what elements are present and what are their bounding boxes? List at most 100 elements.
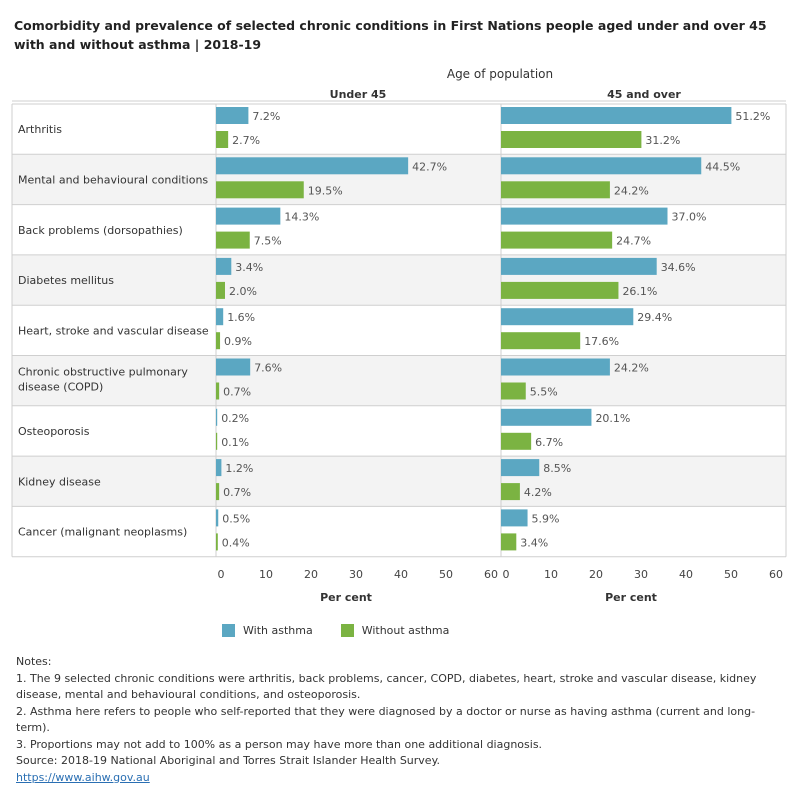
data-label: 51.2% bbox=[735, 110, 770, 123]
bar bbox=[501, 483, 520, 501]
row-background bbox=[12, 254, 786, 306]
data-label: 37.0% bbox=[672, 211, 707, 224]
data-label: 5.9% bbox=[532, 512, 560, 525]
data-label: 6.7% bbox=[535, 436, 563, 449]
bar bbox=[216, 107, 249, 124]
x-tick-label: 0 bbox=[503, 568, 510, 581]
category-label: Chronic obstructive pulmonary bbox=[18, 366, 188, 379]
x-tick-label: 50 bbox=[439, 568, 453, 581]
category-label: Kidney disease bbox=[18, 475, 101, 488]
bar bbox=[216, 131, 229, 148]
data-label: 2.7% bbox=[232, 134, 260, 147]
bar bbox=[501, 509, 528, 527]
legend-item-with-asthma[interactable]: With asthma bbox=[222, 624, 313, 637]
legend-swatch-without-asthma bbox=[340, 624, 354, 637]
notes: Notes: 1. The 9 selected chronic conditi… bbox=[16, 654, 786, 786]
bar bbox=[501, 332, 581, 350]
bar bbox=[501, 181, 610, 199]
bar bbox=[216, 459, 222, 477]
bar bbox=[216, 432, 218, 450]
legend: With asthma Without asthma bbox=[222, 624, 449, 637]
bar bbox=[501, 533, 517, 551]
data-label: 17.6% bbox=[584, 335, 619, 348]
bar bbox=[216, 483, 220, 501]
source-link[interactable]: https://www.aihw.gov.au bbox=[16, 770, 150, 784]
row-background bbox=[12, 405, 786, 457]
data-label: 42.7% bbox=[412, 160, 447, 173]
bar bbox=[216, 533, 218, 551]
category-label: disease (COPD) bbox=[18, 381, 103, 394]
x-tick-label: 0 bbox=[218, 568, 225, 581]
data-label: 0.2% bbox=[221, 412, 249, 425]
panel-header: 45 and over bbox=[607, 88, 681, 101]
column-header: Age of population bbox=[447, 67, 553, 81]
data-label: 31.2% bbox=[645, 134, 680, 147]
data-label: 7.2% bbox=[252, 110, 280, 123]
notes-heading: Notes: bbox=[16, 655, 52, 668]
note-3: 3. Proportions may not add to 100% as a … bbox=[16, 737, 543, 751]
x-tick-label: 40 bbox=[394, 568, 408, 581]
data-label: 7.5% bbox=[254, 235, 282, 248]
data-label: 1.2% bbox=[225, 462, 253, 475]
category-label: Back problems (dorsopathies) bbox=[18, 224, 183, 237]
data-label: 4.2% bbox=[524, 486, 552, 499]
x-tick-label: 20 bbox=[589, 568, 603, 581]
data-label: 0.7% bbox=[223, 386, 251, 399]
category-label: Heart, stroke and vascular disease bbox=[18, 324, 209, 337]
bar bbox=[216, 308, 224, 326]
bar bbox=[501, 408, 592, 426]
note-1: 1. The 9 selected chronic conditions wer… bbox=[16, 671, 757, 702]
bar bbox=[501, 459, 540, 477]
x-axis-label: Per cent bbox=[605, 591, 657, 604]
bar bbox=[216, 281, 225, 299]
data-label: 14.3% bbox=[284, 211, 319, 224]
x-tick-label: 60 bbox=[484, 568, 498, 581]
category-label: Mental and behavioural conditions bbox=[18, 173, 208, 186]
bar bbox=[216, 509, 219, 527]
bar bbox=[501, 257, 657, 275]
bar bbox=[501, 207, 668, 225]
data-label: 24.2% bbox=[614, 362, 649, 375]
data-label: 3.4% bbox=[235, 261, 263, 274]
x-tick-label: 50 bbox=[724, 568, 738, 581]
bar bbox=[501, 358, 610, 376]
data-label: 19.5% bbox=[308, 184, 343, 197]
bar bbox=[501, 308, 634, 326]
source-note: Source: 2018-19 National Aboriginal and … bbox=[16, 754, 441, 767]
x-tick-label: 30 bbox=[349, 568, 363, 581]
bar bbox=[216, 332, 221, 350]
x-axis-label: Per cent bbox=[320, 591, 372, 604]
bar bbox=[216, 257, 232, 275]
data-label: 34.6% bbox=[661, 261, 696, 274]
data-label: 2.0% bbox=[229, 285, 257, 298]
bar bbox=[501, 231, 613, 249]
data-label: 0.9% bbox=[224, 335, 252, 348]
chart: Age of population Under 45 45 and over Arth… bbox=[11, 67, 787, 604]
bar bbox=[216, 157, 409, 175]
x-tick-label: 40 bbox=[679, 568, 693, 581]
x-tick-label: 20 bbox=[304, 568, 318, 581]
data-label: 7.6% bbox=[254, 362, 282, 375]
data-label: 24.7% bbox=[616, 235, 651, 248]
data-label: 0.1% bbox=[221, 436, 249, 449]
data-label: 3.4% bbox=[520, 536, 548, 549]
x-tick-label: 30 bbox=[634, 568, 648, 581]
category-label: Diabetes mellitus bbox=[18, 274, 114, 287]
panel-header: Under 45 bbox=[330, 88, 387, 101]
row-background bbox=[12, 305, 786, 356]
data-label: 44.5% bbox=[705, 160, 740, 173]
bar bbox=[501, 131, 642, 148]
legend-item-without-asthma[interactable]: Without asthma bbox=[340, 624, 450, 637]
bar bbox=[216, 181, 304, 199]
x-tick-label: 10 bbox=[544, 568, 558, 581]
data-label: 5.5% bbox=[530, 386, 558, 399]
data-label: 24.2% bbox=[614, 184, 649, 197]
legend-label-with-asthma: With asthma bbox=[243, 624, 313, 637]
bar bbox=[216, 358, 251, 376]
legend-label-without-asthma: Without asthma bbox=[361, 624, 450, 637]
category-label: Cancer (malignant neoplasms) bbox=[18, 526, 187, 539]
bar bbox=[216, 231, 250, 249]
bar bbox=[216, 207, 281, 225]
bar bbox=[501, 432, 532, 450]
data-label: 26.1% bbox=[622, 285, 657, 298]
